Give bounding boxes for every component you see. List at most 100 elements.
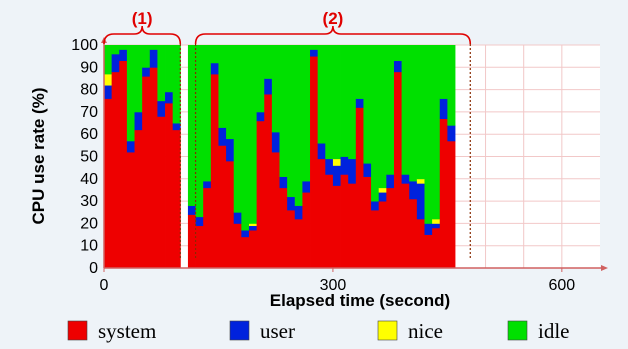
y-tick-label: 0	[89, 260, 98, 277]
bar-system	[386, 187, 395, 269]
bar-system	[233, 223, 242, 269]
bar-user	[157, 100, 166, 117]
bar-user	[195, 216, 204, 227]
bar-system	[340, 174, 349, 269]
bar-idle	[165, 45, 174, 93]
legend-label-idle: idle	[538, 319, 570, 343]
legend-swatch-user	[229, 320, 250, 341]
region-annotations: (1) (2)	[103, 9, 472, 258]
bar-system	[378, 201, 387, 269]
bar-idle	[325, 45, 334, 160]
bar-nice	[104, 73, 113, 86]
bar-idle	[317, 45, 326, 144]
bar-nice	[248, 223, 258, 227]
bar-idle	[264, 45, 273, 79]
bar-user	[264, 78, 273, 95]
bar-user	[271, 131, 280, 153]
bar-user	[104, 85, 113, 99]
bar-user	[317, 143, 326, 160]
y-axis-title: CPU use rate (%)	[29, 88, 48, 225]
bar-system	[119, 60, 128, 269]
bar-user	[187, 205, 196, 215]
bar-idle	[393, 45, 402, 62]
bar-system	[371, 210, 380, 269]
x-tick-label: 600	[548, 277, 575, 294]
bar-system	[248, 230, 258, 269]
x-axis-arrow	[601, 265, 608, 271]
bar-idle	[294, 45, 303, 206]
bar-system	[393, 71, 402, 269]
annotation-label: (2)	[323, 9, 344, 28]
x-tick-label: 0	[100, 277, 109, 294]
bar-system	[195, 225, 204, 269]
bar-user	[119, 49, 128, 62]
bar-nice	[332, 158, 341, 166]
bar-user	[447, 125, 456, 142]
bar-idle	[401, 45, 410, 175]
annotation-label: (1)	[132, 9, 153, 28]
bar-idle	[340, 45, 349, 157]
y-tick-label: 40	[80, 171, 98, 188]
legend-label-system: system	[98, 319, 156, 343]
bar-system	[409, 198, 418, 269]
bar-idle	[439, 45, 448, 99]
bar-idle	[447, 45, 456, 126]
bar-idle	[271, 45, 280, 133]
bar-system	[149, 67, 158, 269]
y-tick-label: 70	[80, 104, 98, 121]
legend-label-user: user	[260, 319, 295, 343]
bar-system	[317, 158, 326, 269]
bar-user	[302, 181, 311, 193]
bar-user	[294, 205, 303, 220]
bar-system	[348, 183, 357, 269]
bar-idle	[226, 45, 235, 140]
bar-idle	[104, 45, 113, 75]
bar-system	[447, 140, 456, 269]
bar-system	[226, 160, 235, 269]
bar-idle	[172, 45, 181, 124]
bar-idle	[424, 45, 433, 224]
bar-system	[142, 76, 151, 269]
bar-user	[371, 201, 380, 211]
bar-system	[172, 129, 181, 269]
bar-system	[218, 145, 227, 269]
y-tick-label: 100	[71, 37, 98, 54]
bar-user	[241, 230, 250, 238]
bar-user	[393, 60, 402, 73]
bar-nice	[378, 187, 387, 193]
bar-idle	[233, 45, 242, 213]
bar-user	[439, 98, 448, 119]
bar-user	[165, 91, 174, 104]
bar-user	[210, 62, 219, 75]
bar-user	[378, 192, 387, 202]
bar-idle	[432, 45, 441, 220]
bar-user	[386, 174, 395, 189]
legend-swatch-system	[67, 320, 88, 341]
bar-system	[165, 102, 174, 269]
bar-idle	[363, 45, 372, 164]
bar-system	[363, 176, 372, 269]
bar-user	[248, 225, 258, 231]
bar-system	[287, 210, 296, 269]
x-tick-label: 300	[320, 277, 347, 294]
y-tick-label: 10	[80, 238, 98, 255]
bar-idle	[310, 45, 319, 50]
bar-idle	[248, 45, 258, 224]
bar-system	[332, 185, 341, 269]
bar-system	[271, 152, 280, 269]
bar-user	[279, 176, 288, 189]
bar-idle	[218, 45, 227, 128]
annotation-brace	[103, 25, 182, 45]
bar-idle	[149, 45, 158, 50]
bar-user	[332, 165, 341, 186]
bar-user	[142, 67, 151, 77]
bar-system	[401, 183, 410, 269]
bar-system	[157, 116, 166, 269]
bar-idle	[416, 45, 425, 180]
bar-system	[187, 214, 196, 269]
bar-system	[432, 227, 441, 269]
bar-system	[310, 56, 319, 269]
bar-system	[126, 152, 135, 269]
bar-user	[325, 158, 334, 175]
